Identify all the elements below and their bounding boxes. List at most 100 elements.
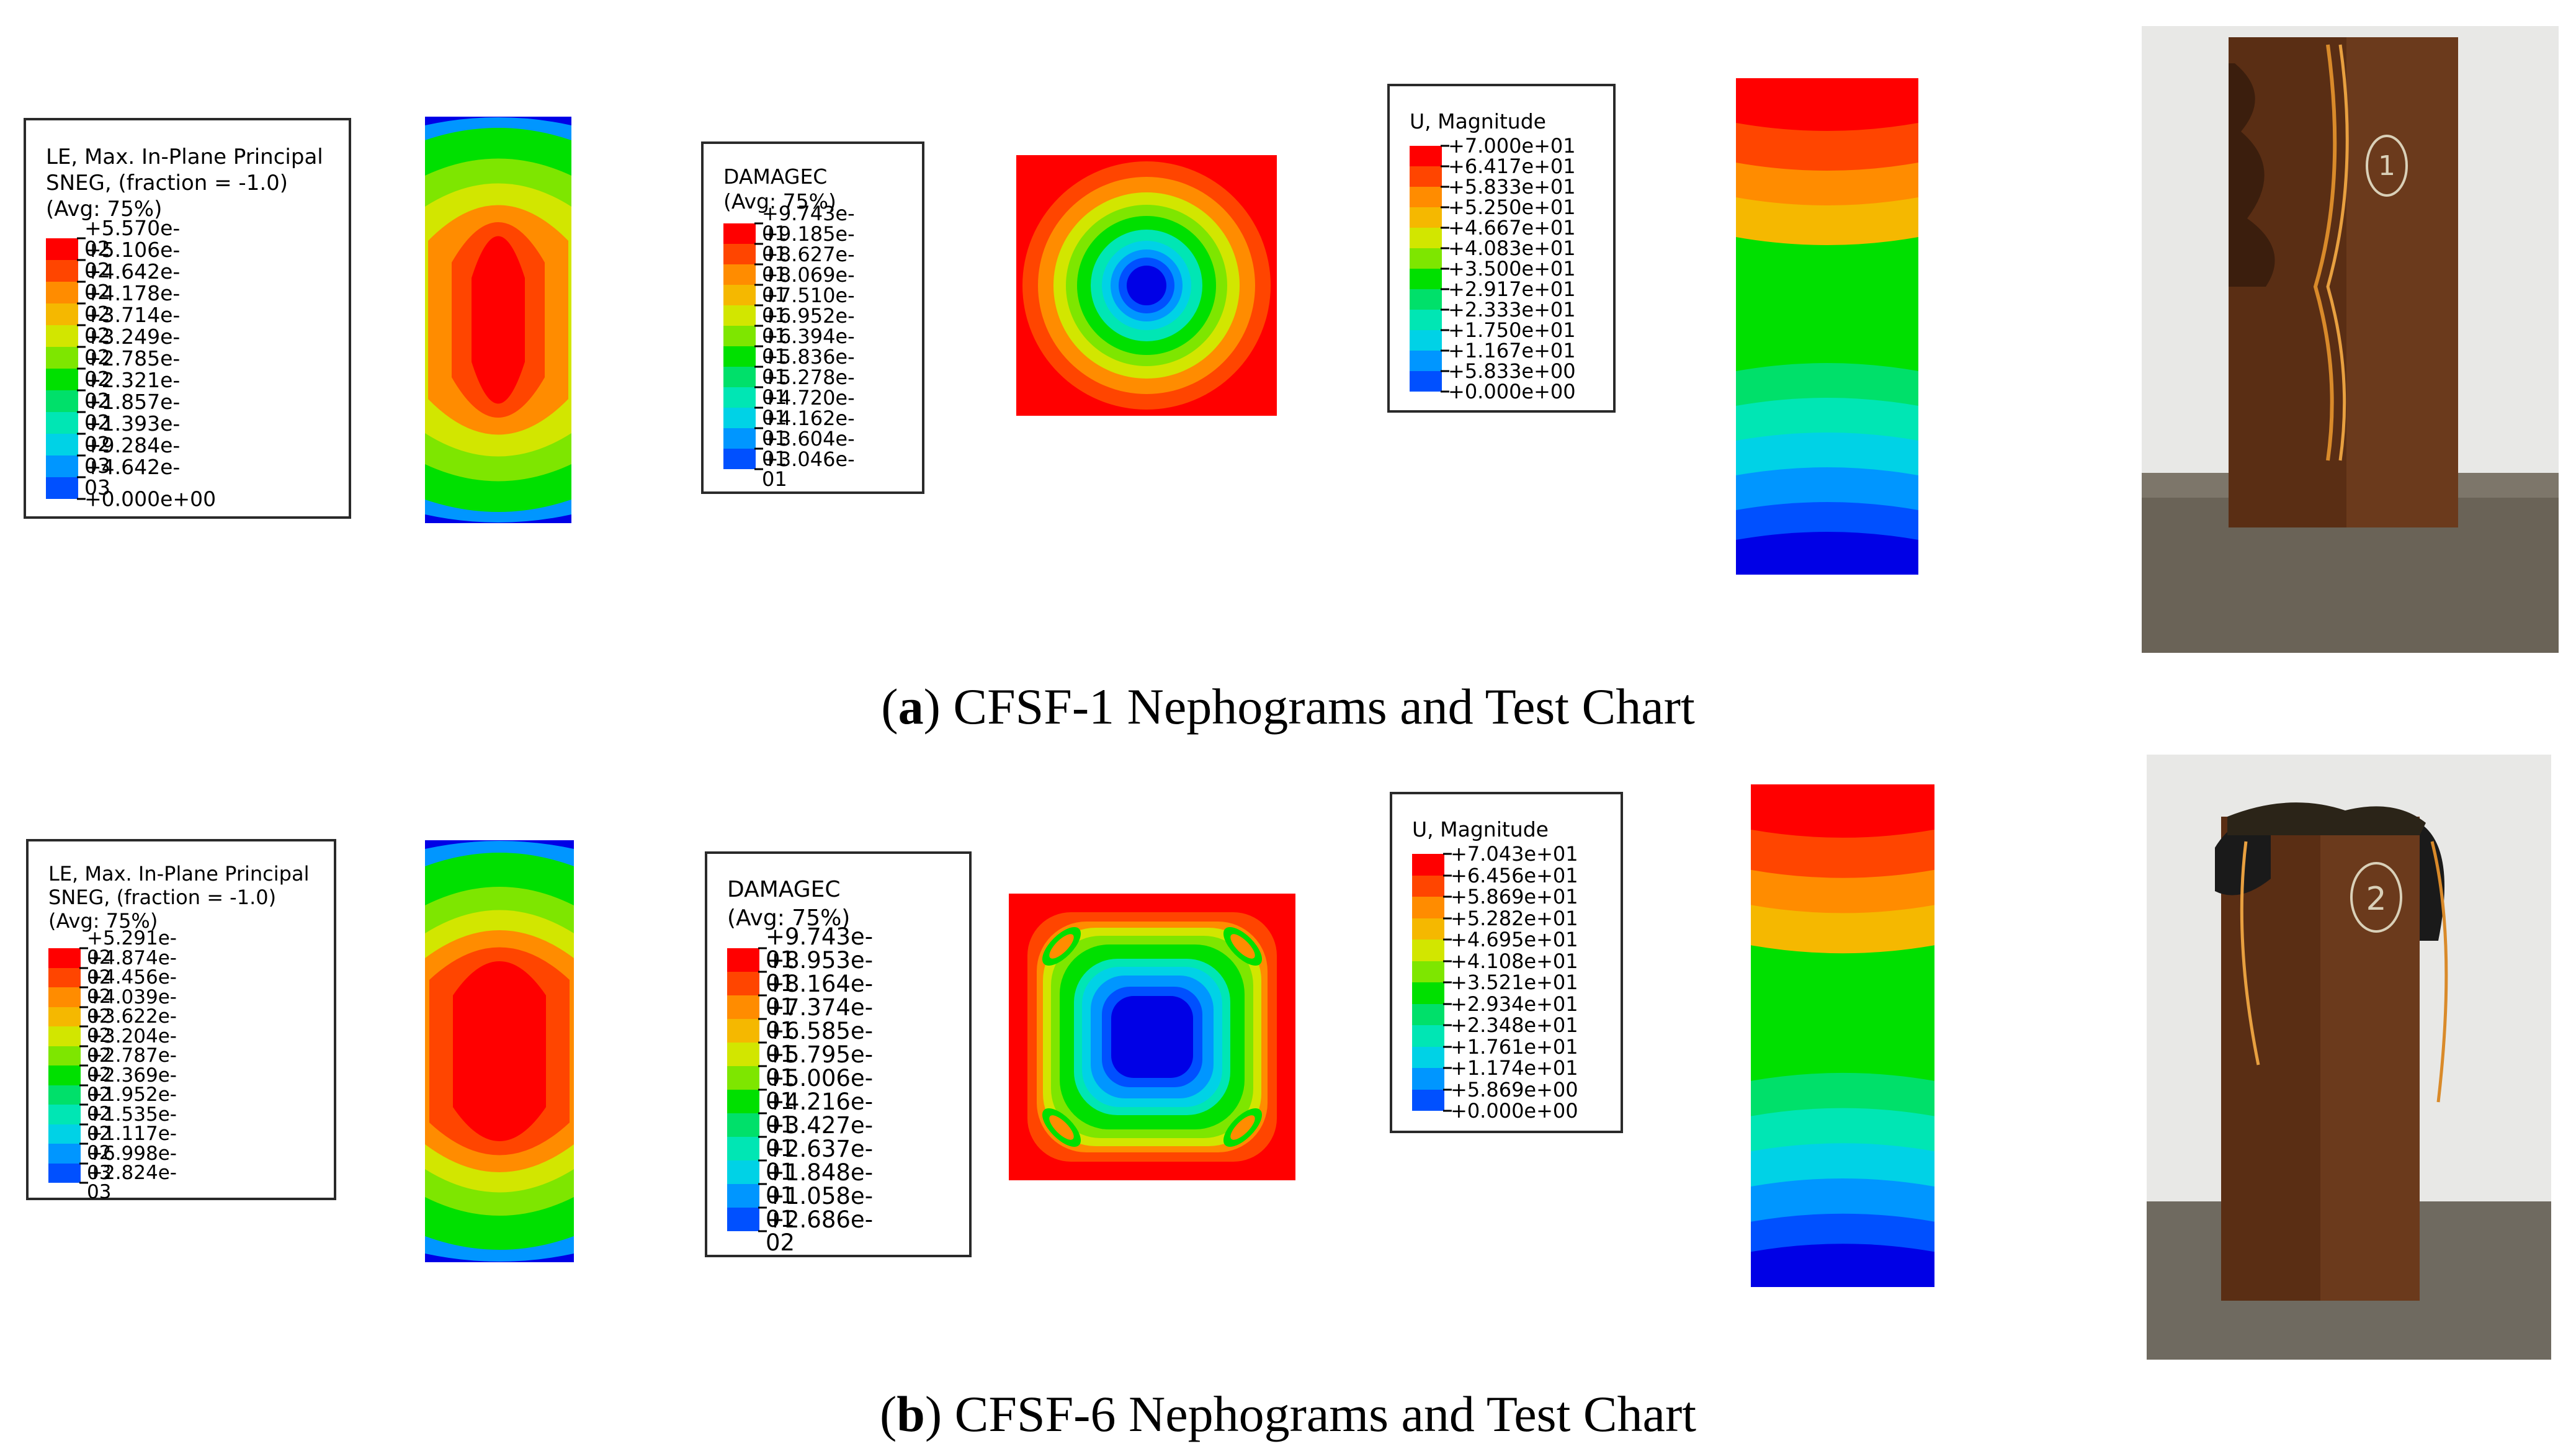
legend-tick bbox=[754, 345, 763, 348]
legend-swatch bbox=[727, 1066, 759, 1090]
legend-swatch bbox=[48, 1105, 81, 1124]
legend-swatch bbox=[48, 1085, 81, 1105]
legend-swatch bbox=[1410, 310, 1442, 330]
specimen-number: 2 bbox=[2366, 881, 2386, 918]
legend-value: +3.622e-02 bbox=[87, 1005, 177, 1047]
legend-swatch bbox=[46, 260, 78, 282]
legend-swatch bbox=[46, 434, 78, 455]
legend-tick bbox=[79, 1084, 88, 1086]
displacement-legend-a: U, Magnitude +7.000e+01 +6.417e+01 +5.833e… bbox=[1387, 84, 1616, 413]
legend-value: +3.249e-02 bbox=[84, 325, 181, 369]
legend-swatch bbox=[727, 1137, 759, 1160]
legend-value: +2.785e-02 bbox=[84, 346, 181, 391]
legend-tick bbox=[79, 1142, 88, 1145]
legend-tick bbox=[79, 1064, 88, 1067]
legend-swatch bbox=[723, 326, 756, 346]
legend-value: +1.952e-02 bbox=[87, 1083, 177, 1125]
legend-tick bbox=[1443, 853, 1452, 855]
legend-tick bbox=[754, 243, 763, 245]
legend-tick bbox=[758, 1065, 767, 1067]
legend-value: +1.848e-01 bbox=[766, 1159, 874, 1209]
legend-value: +5.795e-01 bbox=[766, 1041, 874, 1091]
legend-value: +4.216e-01 bbox=[766, 1088, 874, 1138]
legend-value: +1.174e+01 bbox=[1451, 1056, 1578, 1080]
legend-tick bbox=[758, 1136, 767, 1138]
legend-tick bbox=[77, 433, 86, 435]
legend-value: +2.333e+01 bbox=[1448, 298, 1576, 321]
legend-swatch bbox=[48, 1163, 81, 1183]
legend-swatch bbox=[46, 369, 78, 390]
legend-swatch bbox=[727, 1043, 759, 1066]
legend-tick bbox=[758, 1018, 767, 1020]
legend-swatch bbox=[727, 1019, 759, 1043]
legend-swatch bbox=[723, 285, 756, 305]
legend-swatch bbox=[46, 412, 78, 434]
legend-tick bbox=[1441, 186, 1449, 188]
legend-value: +3.500e+01 bbox=[1448, 257, 1576, 280]
legend-swatch bbox=[48, 1065, 81, 1085]
legend-value: +5.282e+01 bbox=[1451, 906, 1578, 930]
legend-tick bbox=[758, 1159, 767, 1162]
legend-swatch bbox=[1410, 330, 1442, 351]
legend-swatch bbox=[727, 1184, 759, 1208]
legend-value: +2.321e-02 bbox=[84, 368, 181, 413]
contour-band-blue-top bbox=[425, 117, 571, 140]
legend-value: +9.284e-03 bbox=[84, 433, 181, 478]
legend-swatch bbox=[723, 387, 756, 408]
legend-value: +5.836e-01 bbox=[762, 345, 855, 388]
legend-value: +1.761e+01 bbox=[1451, 1034, 1578, 1059]
legend-title-line: (Avg: 75%) bbox=[46, 197, 163, 222]
legend-swatch bbox=[1410, 351, 1442, 371]
contour-band-navy-top bbox=[425, 117, 571, 125]
legend-title-line: U, Magnitude bbox=[1410, 109, 1546, 133]
legend-value: +0.000e+00 bbox=[84, 487, 217, 511]
legend-value: +4.456e-02 bbox=[87, 966, 177, 1008]
caption-text: ) CFSF-6 Nephograms and Test Chart bbox=[924, 1386, 1697, 1442]
legend-tick bbox=[1441, 308, 1449, 311]
legend-swatch bbox=[1410, 166, 1442, 187]
legend-swatch bbox=[723, 449, 756, 469]
legend-swatch bbox=[46, 282, 78, 303]
legend-swatch bbox=[1412, 940, 1444, 961]
legend-tick bbox=[1441, 370, 1449, 372]
legend-tick bbox=[754, 325, 763, 327]
legend-tick bbox=[1441, 288, 1449, 290]
legend-tick bbox=[1443, 981, 1452, 984]
legend-value: +7.000e+01 bbox=[1448, 134, 1576, 158]
legend-value: +4.667e+01 bbox=[1448, 216, 1576, 240]
legend-value: +5.006e-01 bbox=[766, 1065, 874, 1115]
legend-tick bbox=[77, 411, 86, 413]
caption-a: (a) CFSF-1 Nephograms and Test Chart bbox=[881, 678, 1695, 735]
legend-tick bbox=[79, 1123, 88, 1125]
legend-tick bbox=[79, 1045, 88, 1047]
legend-value: +6.585e-01 bbox=[766, 1018, 874, 1067]
legend-value: +7.374e-01 bbox=[766, 994, 874, 1044]
legend-tick bbox=[1443, 874, 1452, 876]
legend-tick bbox=[758, 1112, 767, 1115]
legend-tick bbox=[77, 498, 86, 500]
legend-swatch bbox=[1412, 918, 1444, 940]
legend-value: +1.857e-02 bbox=[84, 390, 181, 434]
legend-value: +5.869e+00 bbox=[1451, 1077, 1578, 1101]
legend-value: +9.743e-01 bbox=[762, 202, 855, 245]
legend-value: +2.934e+01 bbox=[1451, 992, 1578, 1016]
caption-letter: a bbox=[898, 678, 924, 735]
legend-value: +4.642e-02 bbox=[84, 259, 181, 304]
legend-tick bbox=[1443, 1067, 1452, 1069]
legend-value: +8.164e-01 bbox=[766, 971, 874, 1020]
legend-swatch bbox=[723, 428, 756, 449]
damage-legend-a: DAMAGEC (Avg: 75%) +9.743e-01 +9.185e-01 +… bbox=[701, 141, 924, 494]
caption-letter: b bbox=[897, 1386, 925, 1442]
legend-tick bbox=[754, 284, 763, 286]
legend-tick bbox=[1441, 247, 1449, 249]
legend-swatch bbox=[723, 367, 756, 387]
legend-value: +5.278e-01 bbox=[762, 366, 855, 409]
legend-tick bbox=[1441, 329, 1449, 331]
legend-tick bbox=[77, 346, 86, 348]
contour-band bbox=[1736, 532, 1918, 575]
legend-value: +8.953e-01 bbox=[766, 947, 874, 997]
legend-tick bbox=[754, 427, 763, 429]
specimen-photo-cfsf-1: 1 bbox=[2142, 26, 2559, 653]
legend-value: +1.167e+01 bbox=[1448, 339, 1576, 362]
legend-tick bbox=[754, 468, 763, 470]
